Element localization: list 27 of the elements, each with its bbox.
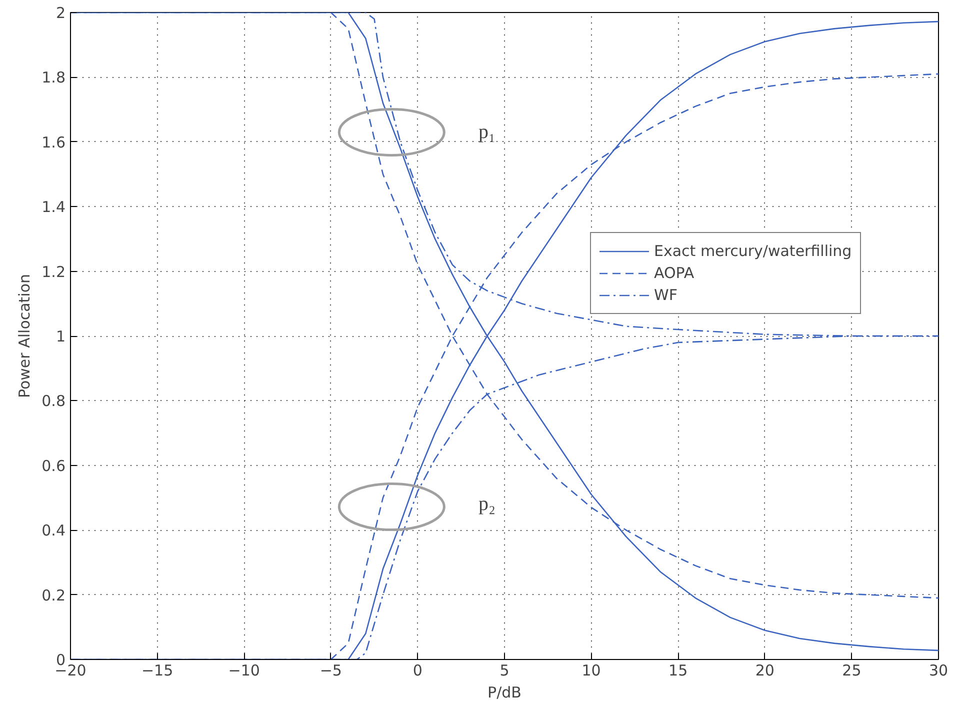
x-axis-title: P/dB	[488, 684, 522, 702]
x-tick-label: 30	[928, 662, 948, 680]
y-tick-label: 2	[56, 4, 66, 22]
legend-label: Exact mercury/waterfilling	[654, 242, 852, 260]
x-tick-label: 0	[412, 662, 422, 680]
legend-label: WF	[654, 286, 678, 304]
y-tick-label: 0.6	[42, 456, 66, 475]
x-tick-label: 15	[668, 662, 688, 680]
x-tick-label: 5	[500, 662, 510, 680]
y-tick-label: 1.6	[42, 133, 66, 152]
x-tick-label: 20	[755, 662, 774, 680]
y-axis-title: Power Allocation	[16, 274, 34, 398]
x-tick-label: 25	[842, 662, 862, 680]
x-tick-label: −15	[141, 662, 174, 680]
annotation: p₁	[478, 121, 496, 144]
y-tick-label: 0.2	[42, 586, 66, 604]
x-tick-label: 10	[582, 662, 601, 680]
x-tick-label: −5	[320, 662, 342, 680]
y-tick-label: 0.4	[42, 522, 66, 540]
y-tick-label: 0.8	[42, 392, 66, 410]
y-tick-label: 1.2	[42, 262, 66, 281]
annotation: p₂	[478, 493, 496, 516]
x-tick-label: −10	[228, 662, 260, 680]
y-tick-label: 1	[56, 328, 66, 346]
y-tick-label: 1.8	[42, 68, 66, 87]
y-tick-label: 1.4	[42, 198, 66, 216]
legend-label: AOPA	[654, 264, 694, 282]
